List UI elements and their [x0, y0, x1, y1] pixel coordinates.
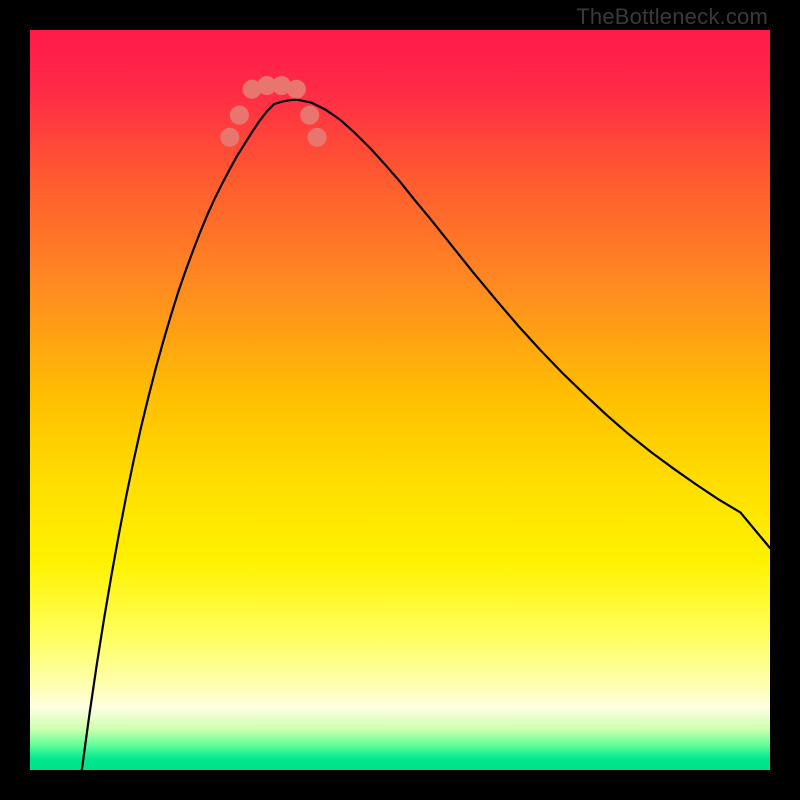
plot-background	[30, 30, 770, 770]
watermark-text: TheBottleneck.com	[576, 4, 768, 30]
chart-root: TheBottleneck.com	[0, 0, 800, 800]
